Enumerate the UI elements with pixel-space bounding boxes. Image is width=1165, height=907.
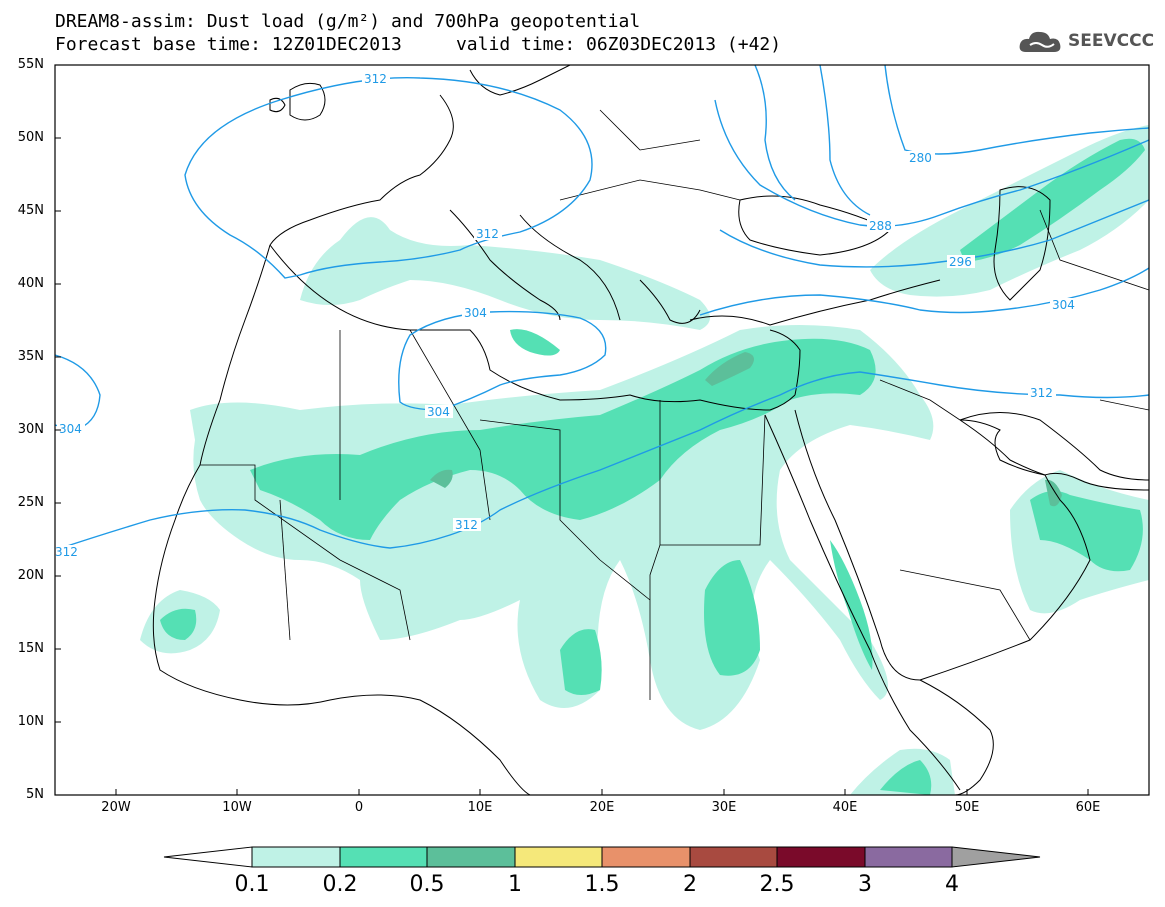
lon-label: 40E bbox=[832, 800, 858, 815]
colorbar-label: 2 bbox=[683, 872, 697, 897]
contour-label: 304 bbox=[464, 306, 487, 320]
colorbar-min-arrow bbox=[163, 846, 253, 868]
contour-label: 304 bbox=[1052, 298, 1075, 312]
colorbar-label: 3 bbox=[858, 872, 872, 897]
colorbar-swatch bbox=[514, 846, 603, 868]
contour-label: 304 bbox=[59, 422, 82, 436]
colorbar-swatch bbox=[426, 846, 516, 868]
iran-coast bbox=[959, 412, 1149, 481]
contour-label: 288 bbox=[869, 219, 892, 233]
dust-area-mid-horn bbox=[880, 760, 932, 795]
contour-label: 304 bbox=[427, 405, 450, 419]
turkey-coast bbox=[689, 279, 941, 326]
axis-ticks bbox=[55, 64, 1089, 795]
dust-area-mid-tunisia bbox=[510, 329, 560, 356]
contour-280 bbox=[884, 65, 1149, 155]
dust-area-mid-sahel bbox=[704, 560, 760, 676]
colorbar-label: 4 bbox=[945, 872, 959, 897]
contour-288 bbox=[714, 99, 1149, 227]
contour-296 bbox=[719, 199, 1149, 268]
colorbar-swatch bbox=[251, 846, 341, 868]
north-africa-coast bbox=[269, 244, 796, 411]
country-borders bbox=[200, 109, 1149, 700]
dust-area-mid-arabia bbox=[1030, 491, 1143, 572]
contour-label: 312 bbox=[455, 518, 478, 532]
africa-coast bbox=[152, 244, 531, 795]
contour-label: 312 bbox=[476, 227, 499, 241]
contour-label: 312 bbox=[1030, 386, 1053, 400]
colorbar-swatch bbox=[776, 846, 866, 868]
lat-label: 40N bbox=[17, 276, 44, 291]
levant-coast bbox=[769, 329, 801, 396]
dust-area-high-oman bbox=[1045, 479, 1062, 507]
colorbar-swatch bbox=[601, 846, 691, 868]
lon-label: 10E bbox=[467, 800, 493, 815]
colorbar-label: 0.2 bbox=[322, 872, 358, 897]
map-title: DREAM8-assim: Dust load (g/m²) and 700hP… bbox=[55, 11, 641, 32]
seevccc-logo: SEEVCCC bbox=[1018, 28, 1158, 56]
coastlines bbox=[152, 65, 1149, 795]
colorbar-label: 0.1 bbox=[234, 872, 270, 897]
lat-label: 20N bbox=[17, 568, 44, 583]
dust-area-mid-central bbox=[560, 629, 602, 695]
lat-label: 35N bbox=[17, 349, 44, 364]
colorbar bbox=[163, 846, 1041, 868]
contour-label-group: 312 312 304 304 304 312 312 288 296 304 … bbox=[55, 72, 1078, 559]
lat-label: 55N bbox=[17, 57, 44, 72]
red-sea-coast bbox=[764, 414, 961, 791]
colorbar-label: 1.5 bbox=[584, 872, 620, 897]
lat-label: 15N bbox=[17, 641, 44, 656]
colorbar-swatch bbox=[864, 846, 953, 868]
lat-label: 25N bbox=[17, 495, 44, 510]
lat-label: 45N bbox=[17, 203, 44, 218]
colorbar-swatch bbox=[689, 846, 778, 868]
lat-label: 30N bbox=[17, 422, 44, 437]
contour-label: 296 bbox=[949, 255, 972, 269]
colorbar-swatch bbox=[339, 846, 428, 868]
arabia-coast bbox=[794, 409, 1091, 681]
dust-area-mid-east bbox=[960, 138, 1145, 262]
lon-label: 0 bbox=[354, 800, 364, 815]
colorbar-max-arrow bbox=[951, 846, 1041, 868]
cloud-icon bbox=[1019, 31, 1061, 52]
uk-coast bbox=[269, 82, 326, 121]
contour-312-north bbox=[184, 76, 593, 279]
lon-label: 50E bbox=[954, 800, 980, 815]
lat-label: 10N bbox=[17, 714, 44, 729]
contour-304-east bbox=[699, 267, 1149, 316]
map-subtitle: Forecast base time: 12Z01DEC2013 valid t… bbox=[55, 34, 782, 55]
colorbar-label: 2.5 bbox=[759, 872, 795, 897]
lon-label: 10W bbox=[222, 800, 252, 815]
scandinavia-coast bbox=[469, 65, 571, 96]
dust-area-mid-westafrica bbox=[160, 608, 197, 640]
europe-coast bbox=[269, 94, 701, 324]
persian-gulf-coast bbox=[959, 419, 1149, 491]
caspian-coast bbox=[993, 186, 1051, 301]
dust-shading bbox=[140, 125, 1149, 795]
dust-area-mid bbox=[250, 338, 876, 540]
colorbar-label: 0.5 bbox=[409, 872, 445, 897]
lat-label: 5N bbox=[26, 787, 44, 802]
contour-label: 280 bbox=[909, 151, 932, 165]
logo-text: SEEVCCC bbox=[1068, 31, 1155, 51]
contour-extra-2 bbox=[819, 65, 871, 216]
colorbar-label: 1 bbox=[508, 872, 522, 897]
contour-304-tunisia bbox=[398, 310, 607, 411]
dust-area-mid-redsea bbox=[830, 540, 873, 670]
dust-area-high-egypt bbox=[705, 352, 754, 386]
lat-label: 50N bbox=[17, 130, 44, 145]
contour-extra-1 bbox=[754, 65, 796, 201]
contour-312-south bbox=[55, 371, 1149, 551]
lon-label: 20E bbox=[589, 800, 615, 815]
dust-area-high-algeria bbox=[430, 469, 453, 488]
contour-label: 312 bbox=[55, 545, 78, 559]
lon-label: 60E bbox=[1075, 800, 1101, 815]
black-sea-coast bbox=[738, 195, 891, 256]
lon-label: 20W bbox=[101, 800, 131, 815]
lon-label: 30E bbox=[711, 800, 737, 815]
contour-label: 312 bbox=[364, 72, 387, 86]
